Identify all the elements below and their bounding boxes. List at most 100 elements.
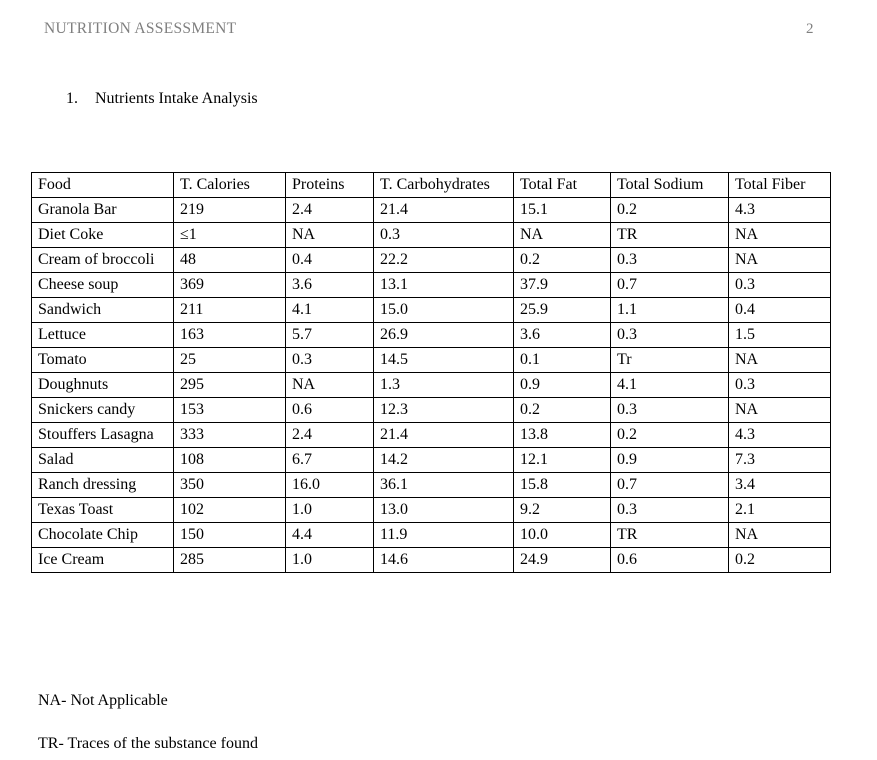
value-cell: 4.1 (610, 372, 729, 398)
value-cell: 10.0 (513, 522, 611, 548)
column-header: T. Carbohydrates (373, 172, 514, 198)
table-header-row: Food T. Calories Proteins T. Carbohydrates T… (31, 172, 831, 198)
list-number: 1. (66, 90, 78, 107)
value-cell: 0.6 (610, 547, 729, 573)
value-cell: Tr (610, 347, 729, 373)
value-cell: 333 (173, 422, 286, 448)
value-cell: 4.3 (728, 197, 831, 223)
value-cell: 14.6 (373, 547, 514, 573)
value-cell: 0.7 (610, 272, 729, 298)
value-cell: 0.4 (285, 247, 374, 273)
value-cell: 150 (173, 522, 286, 548)
value-cell: NA (728, 247, 831, 273)
section-heading-text: Nutrients Intake Analysis (95, 90, 258, 107)
value-cell: 1.3 (373, 372, 514, 398)
food-cell: Tomato (31, 347, 174, 373)
value-cell: 0.2 (610, 197, 729, 223)
value-cell: 0.2 (513, 247, 611, 273)
value-cell: 14.5 (373, 347, 514, 373)
value-cell: 0.7 (610, 472, 729, 498)
value-cell: 37.9 (513, 272, 611, 298)
value-cell: TR (610, 522, 729, 548)
column-header: Proteins (285, 172, 374, 198)
table-row: Ice Cream 285 1.0 14.6 24.9 0.6 0.2 (31, 547, 831, 573)
food-cell: Ranch dressing (31, 472, 174, 498)
value-cell: 0.3 (728, 272, 831, 298)
page-number: 2 (806, 21, 814, 37)
table-row: Snickers candy 153 0.6 12.3 0.2 0.3 NA (31, 397, 831, 423)
section-heading: 1. Nutrients Intake Analysis (66, 90, 258, 108)
food-cell: Chocolate Chip (31, 522, 174, 548)
value-cell: NA (513, 222, 611, 248)
value-cell: 0.4 (728, 297, 831, 323)
value-cell: 108 (173, 447, 286, 473)
value-cell: 0.9 (513, 372, 611, 398)
note-tr: TR- Traces of the substance found (38, 735, 258, 752)
table-row: Chocolate Chip 150 4.4 11.9 10.0 TR NA (31, 522, 831, 548)
food-cell: Sandwich (31, 297, 174, 323)
value-cell: 0.3 (285, 347, 374, 373)
value-cell: 2.1 (728, 497, 831, 523)
column-header: Total Sodium (610, 172, 729, 198)
value-cell: NA (728, 522, 831, 548)
column-header: Food (31, 172, 174, 198)
value-cell: 350 (173, 472, 286, 498)
value-cell: 21.4 (373, 422, 514, 448)
table-row: Texas Toast 102 1.0 13.0 9.2 0.3 2.1 (31, 497, 831, 523)
value-cell: 1.0 (285, 497, 374, 523)
value-cell: 25 (173, 347, 286, 373)
value-cell: 9.2 (513, 497, 611, 523)
value-cell: 163 (173, 322, 286, 348)
food-cell: Diet Coke (31, 222, 174, 248)
table-row: Doughnuts 295 NA 1.3 0.9 4.1 0.3 (31, 372, 831, 398)
food-cell: Ice Cream (31, 547, 174, 573)
table-row: Cream of broccoli 48 0.4 22.2 0.2 0.3 NA (31, 247, 831, 273)
value-cell: 13.1 (373, 272, 514, 298)
value-cell: ≤1 (173, 222, 286, 248)
value-cell: 3.4 (728, 472, 831, 498)
value-cell: 0.3 (610, 497, 729, 523)
value-cell: 1.1 (610, 297, 729, 323)
value-cell: 15.1 (513, 197, 611, 223)
table-row: Cheese soup 369 3.6 13.1 37.9 0.7 0.3 (31, 272, 831, 298)
note-na: NA- Not Applicable (38, 692, 168, 709)
running-header-title: NUTRITION ASSESSMENT (44, 20, 237, 37)
food-cell: Stouffers Lasagna (31, 422, 174, 448)
value-cell: 102 (173, 497, 286, 523)
value-cell: 13.0 (373, 497, 514, 523)
value-cell: 6.7 (285, 447, 374, 473)
value-cell: 0.3 (610, 322, 729, 348)
value-cell: NA (728, 347, 831, 373)
value-cell: 14.2 (373, 447, 514, 473)
value-cell: 2.4 (285, 197, 374, 223)
column-header: Total Fiber (728, 172, 831, 198)
value-cell: 0.2 (728, 547, 831, 573)
value-cell: NA (285, 222, 374, 248)
value-cell: 5.7 (285, 322, 374, 348)
food-cell: Doughnuts (31, 372, 174, 398)
value-cell: 36.1 (373, 472, 514, 498)
food-cell: Cream of broccoli (31, 247, 174, 273)
value-cell: 12.3 (373, 397, 514, 423)
value-cell: NA (285, 372, 374, 398)
value-cell: 0.2 (610, 422, 729, 448)
value-cell: 0.3 (610, 247, 729, 273)
value-cell: 11.9 (373, 522, 514, 548)
value-cell: 15.8 (513, 472, 611, 498)
food-cell: Cheese soup (31, 272, 174, 298)
value-cell: 22.2 (373, 247, 514, 273)
food-cell: Salad (31, 447, 174, 473)
table-row: Lettuce 163 5.7 26.9 3.6 0.3 1.5 (31, 322, 831, 348)
value-cell: 0.3 (728, 372, 831, 398)
value-cell: TR (610, 222, 729, 248)
value-cell: 48 (173, 247, 286, 273)
table-row: Salad 108 6.7 14.2 12.1 0.9 7.3 (31, 447, 831, 473)
value-cell: 12.1 (513, 447, 611, 473)
table-row: Ranch dressing 350 16.0 36.1 15.8 0.7 3.4 (31, 472, 831, 498)
value-cell: 0.3 (610, 397, 729, 423)
value-cell: 4.4 (285, 522, 374, 548)
table-row: Tomato 25 0.3 14.5 0.1 Tr NA (31, 347, 831, 373)
value-cell: NA (728, 397, 831, 423)
table-row: Sandwich 211 4.1 15.0 25.9 1.1 0.4 (31, 297, 831, 323)
food-cell: Granola Bar (31, 197, 174, 223)
